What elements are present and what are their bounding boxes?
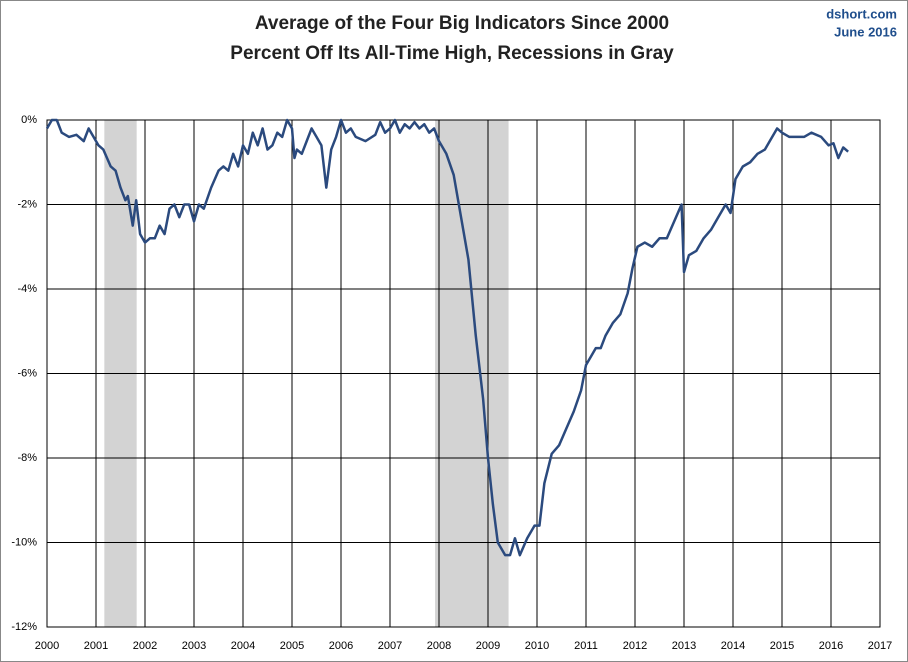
x-tick-label: 2016 [819, 640, 843, 652]
x-tick-label: 2000 [35, 640, 59, 652]
x-tick-label: 2004 [231, 640, 255, 652]
y-tick-label: -2% [17, 198, 37, 210]
x-tick-label: 2007 [378, 640, 402, 652]
x-tick-label: 2010 [525, 640, 549, 652]
x-tick-label: 2002 [133, 640, 157, 652]
date: June 2016 [834, 24, 897, 39]
y-tick-label: -8% [17, 452, 37, 464]
y-tick-label: -12% [11, 621, 37, 633]
x-tick-label: 2009 [476, 640, 500, 652]
chart-title: Average of the Four Big Indicators Since… [255, 13, 669, 34]
y-tick-label: 0% [21, 114, 37, 126]
source: dshort.com [826, 6, 897, 21]
chart-subtitle: Percent Off Its All-Time High, Recession… [230, 43, 674, 64]
x-tick-label: 2014 [721, 640, 745, 652]
y-tick-label: -6% [17, 367, 37, 379]
x-tick-label: 2008 [427, 640, 451, 652]
x-tick-label: 2003 [182, 640, 206, 652]
x-tick-label: 2005 [280, 640, 304, 652]
x-tick-label: 2017 [868, 640, 892, 652]
x-tick-label: 2011 [574, 640, 598, 652]
x-tick-label: 2001 [84, 640, 108, 652]
x-tick-label: 2012 [623, 640, 647, 652]
x-tick-label: 2015 [770, 640, 794, 652]
y-tick-label: -4% [17, 283, 37, 295]
x-tick-label: 2013 [672, 640, 696, 652]
series-line [45, 118, 849, 557]
plot-border [46, 119, 881, 628]
x-tick-label: 2006 [329, 640, 353, 652]
y-tick-label: -10% [11, 536, 37, 548]
